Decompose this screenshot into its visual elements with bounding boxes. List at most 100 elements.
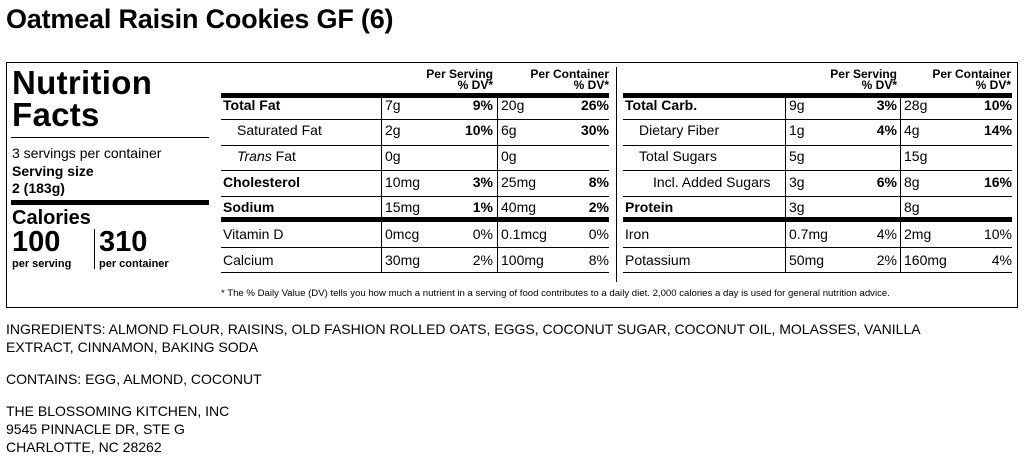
serving-dv: 2% <box>876 252 897 268</box>
column-divider <box>900 98 901 272</box>
serving-amount: 9g <box>789 97 805 113</box>
nutrient-name: Trans Fat <box>237 148 296 164</box>
serving-dv: 3% <box>876 97 897 113</box>
left-header-per-serving: Per Serving% DV* <box>426 67 493 92</box>
serving-dv: 4% <box>876 226 897 242</box>
serving-amount: 0mcg <box>385 226 420 242</box>
page-title: Oatmeal Raisin Cookies GF (6) <box>6 4 394 34</box>
table-rule <box>221 217 609 222</box>
serving-dv: 4% <box>876 122 897 138</box>
table-rule <box>623 93 1012 98</box>
container-amount: 0g <box>501 148 517 164</box>
serving-size-label: Serving size <box>12 163 94 179</box>
allergen-statement: CONTAINS: EGG, ALMOND, COCONUT <box>6 371 262 387</box>
daily-value-footnote: * The % Daily Value (DV) tells you how m… <box>221 288 890 299</box>
container-amount: 6g <box>501 122 517 138</box>
table-rule <box>221 247 609 248</box>
table-rule <box>221 272 609 273</box>
nutrient-name: Dietary Fiber <box>639 122 720 138</box>
container-dv: 2% <box>588 199 609 215</box>
serving-amount: 0g <box>385 148 401 164</box>
table-rule <box>221 93 609 98</box>
calories-per-serving: 100 <box>12 226 61 258</box>
manufacturer-street: 9545 PINNACLE DR, STE G <box>6 421 185 437</box>
nutrient-name: Incl. Added Sugars <box>653 174 771 190</box>
nutrient-name: Calcium <box>223 252 274 268</box>
container-dv: 30% <box>580 122 609 138</box>
table-rule <box>623 247 1012 248</box>
table-rule <box>221 170 609 171</box>
nutrient-name: Vitamin D <box>223 226 284 242</box>
table-rule <box>221 145 609 146</box>
per-container-caption: per container <box>99 258 169 270</box>
table-rule <box>221 119 609 120</box>
manufacturer-name: THE BLOSSOMING KITCHEN, INC <box>6 403 230 419</box>
nutrient-name: Saturated Fat <box>237 122 322 138</box>
container-dv: 26% <box>580 97 609 113</box>
ingredients-line-1: INGREDIENTS: ALMOND FLOUR, RAISINS, OLD … <box>6 321 921 337</box>
nutrition-facts-heading: Nutrition Facts <box>12 64 153 133</box>
serving-amount: 10mg <box>385 174 421 190</box>
column-divider <box>497 98 498 272</box>
table-rule <box>623 145 1012 146</box>
calories-divider <box>94 229 95 269</box>
serving-dv: 6% <box>876 174 897 190</box>
left-header-per-container: Per Container% DV* <box>530 67 609 92</box>
right-header-per-container: Per Container% DV* <box>932 67 1011 92</box>
serving-dv: 9% <box>472 97 493 113</box>
container-amount: 15g <box>904 148 928 164</box>
serving-amount: 15mg <box>385 199 421 215</box>
serving-dv: 0% <box>472 226 493 242</box>
container-amount: 25mg <box>501 174 537 190</box>
container-amount: 8g <box>904 199 920 215</box>
nutrient-name: Protein <box>625 199 674 215</box>
serving-amount: 7g <box>385 97 401 113</box>
serving-amount: 2g <box>385 122 401 138</box>
table-rule <box>623 217 1012 222</box>
table-rule <box>623 170 1012 171</box>
servings-per-container: 3 servings per container <box>12 145 162 161</box>
container-amount: 20g <box>501 97 525 113</box>
table-rule <box>623 196 1012 197</box>
nutrient-name: Cholesterol <box>223 174 301 190</box>
container-dv: 10% <box>983 226 1012 242</box>
serving-amount: 3g <box>789 199 805 215</box>
serving-dv: 10% <box>464 122 493 138</box>
nutrient-name: Iron <box>625 226 650 242</box>
serving-amount: 30mg <box>385 252 421 268</box>
table-rule <box>623 119 1012 120</box>
serving-dv: 3% <box>472 174 493 190</box>
per-serving-caption: per serving <box>12 258 72 270</box>
serving-dv: 2% <box>472 252 493 268</box>
table-rule <box>221 196 609 197</box>
serving-amount: 3g <box>789 174 805 190</box>
manufacturer-city: CHARLOTTE, NC 28262 <box>6 439 162 455</box>
serving-rule <box>11 200 209 205</box>
calories-label: Calories <box>12 207 91 229</box>
container-amount: 8g <box>904 174 920 190</box>
container-dv: 4% <box>991 252 1012 268</box>
nutrient-name: Potassium <box>625 252 691 268</box>
nutrient-name: Total Fat <box>223 97 281 113</box>
serving-amount: 1g <box>789 122 805 138</box>
container-dv: 0% <box>588 226 609 242</box>
nutrient-name: Sodium <box>223 199 275 215</box>
nutrition-facts-panel: Nutrition Facts 3 servings per container… <box>6 62 1018 308</box>
table-rule <box>623 272 1012 273</box>
container-amount: 4g <box>904 122 920 138</box>
container-amount: 40mg <box>501 199 537 215</box>
ingredients-line-2: EXTRACT, CINNAMON, BAKING SODA <box>6 339 259 355</box>
column-divider <box>785 98 786 272</box>
serving-size-value: 2 (183g) <box>12 180 65 196</box>
column-divider <box>381 98 382 272</box>
container-dv: 14% <box>983 122 1012 138</box>
serving-dv: 1% <box>472 199 493 215</box>
container-amount: 2mg <box>904 226 932 242</box>
nutrient-name: Total Sugars <box>639 148 717 164</box>
right-header-per-serving: Per Serving% DV* <box>830 67 897 92</box>
nutrient-name: Total Carb. <box>625 97 698 113</box>
center-divider <box>616 67 617 282</box>
container-amount: 0.1mcg <box>501 226 547 242</box>
container-dv: 16% <box>983 174 1012 190</box>
container-amount: 160mg <box>904 252 947 268</box>
